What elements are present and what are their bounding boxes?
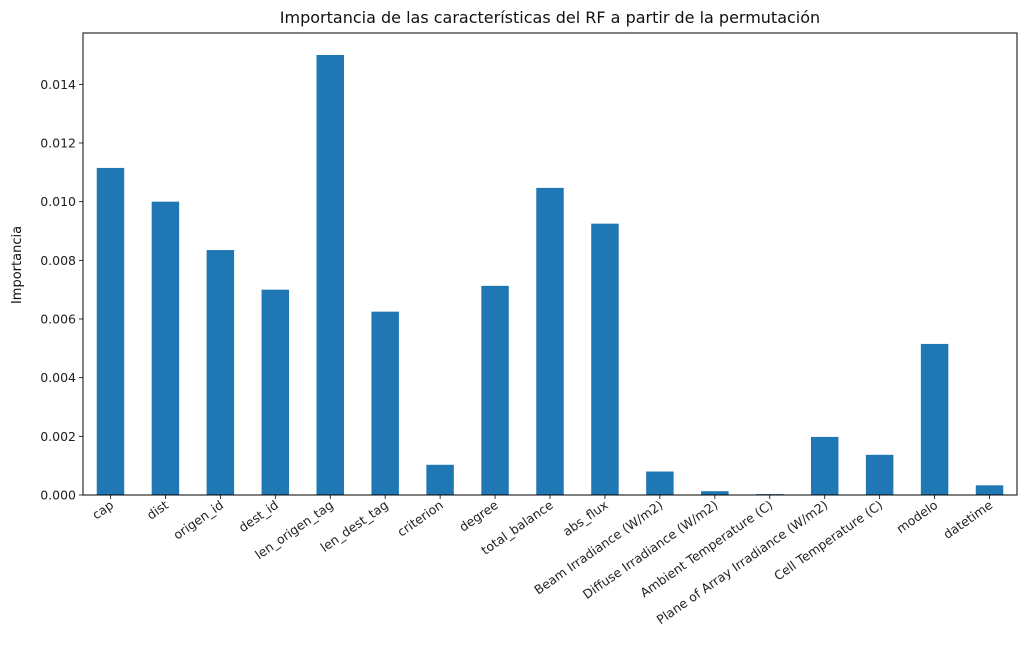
bar-11 <box>701 491 729 495</box>
x-tick-label: datetime <box>940 497 995 542</box>
bar-5 <box>371 311 399 495</box>
x-tick-label: criterion <box>394 497 445 539</box>
bar-14 <box>865 454 894 495</box>
y-axis-label: Importancia <box>10 226 25 304</box>
bar-13 <box>810 436 839 495</box>
bar-0 <box>96 167 125 495</box>
bar-1 <box>151 201 180 496</box>
x-tick-label: degree <box>456 497 501 535</box>
x-axis-ticks: cap dist origen_id dest_idlen_origen_taglen… <box>89 495 995 627</box>
y-tick-label: 0.004 <box>40 370 76 385</box>
y-tick-label: 0.010 <box>40 194 76 209</box>
y-tick-label: 0.002 <box>40 429 76 444</box>
bar-3 <box>261 289 290 495</box>
bar-4 <box>316 55 344 495</box>
bar-7 <box>481 285 509 495</box>
y-axis-ticks: 0.000 0.002 0.004 0.006 0.008 0.010 0.012 0.014 <box>40 77 83 503</box>
x-tick-label: abs_flux <box>560 497 611 539</box>
bar-8 <box>536 187 564 495</box>
y-tick-label: 0.012 <box>40 136 76 151</box>
plot-frame <box>82 32 1018 496</box>
x-tick-label: cap <box>89 497 116 522</box>
x-tick-label: modelo <box>894 497 941 536</box>
bar-6 <box>426 464 454 495</box>
y-tick-label: 0.006 <box>40 312 76 327</box>
bar-10 <box>646 471 674 495</box>
y-tick-label: 0.014 <box>40 77 76 92</box>
y-tick-label: 0.000 <box>40 488 76 503</box>
bar-9 <box>591 223 619 496</box>
x-tick-label: origen_id <box>170 497 226 542</box>
y-tick-label: 0.008 <box>40 253 76 268</box>
chart-title: Importancia de las características del R… <box>280 8 820 27</box>
bar-15 <box>920 343 949 495</box>
bar-16 <box>975 485 1004 495</box>
bars-group <box>96 55 1004 496</box>
x-tick-label: dist <box>144 497 171 522</box>
bar-2 <box>206 250 235 495</box>
x-tick-label: dest_id <box>236 497 281 535</box>
